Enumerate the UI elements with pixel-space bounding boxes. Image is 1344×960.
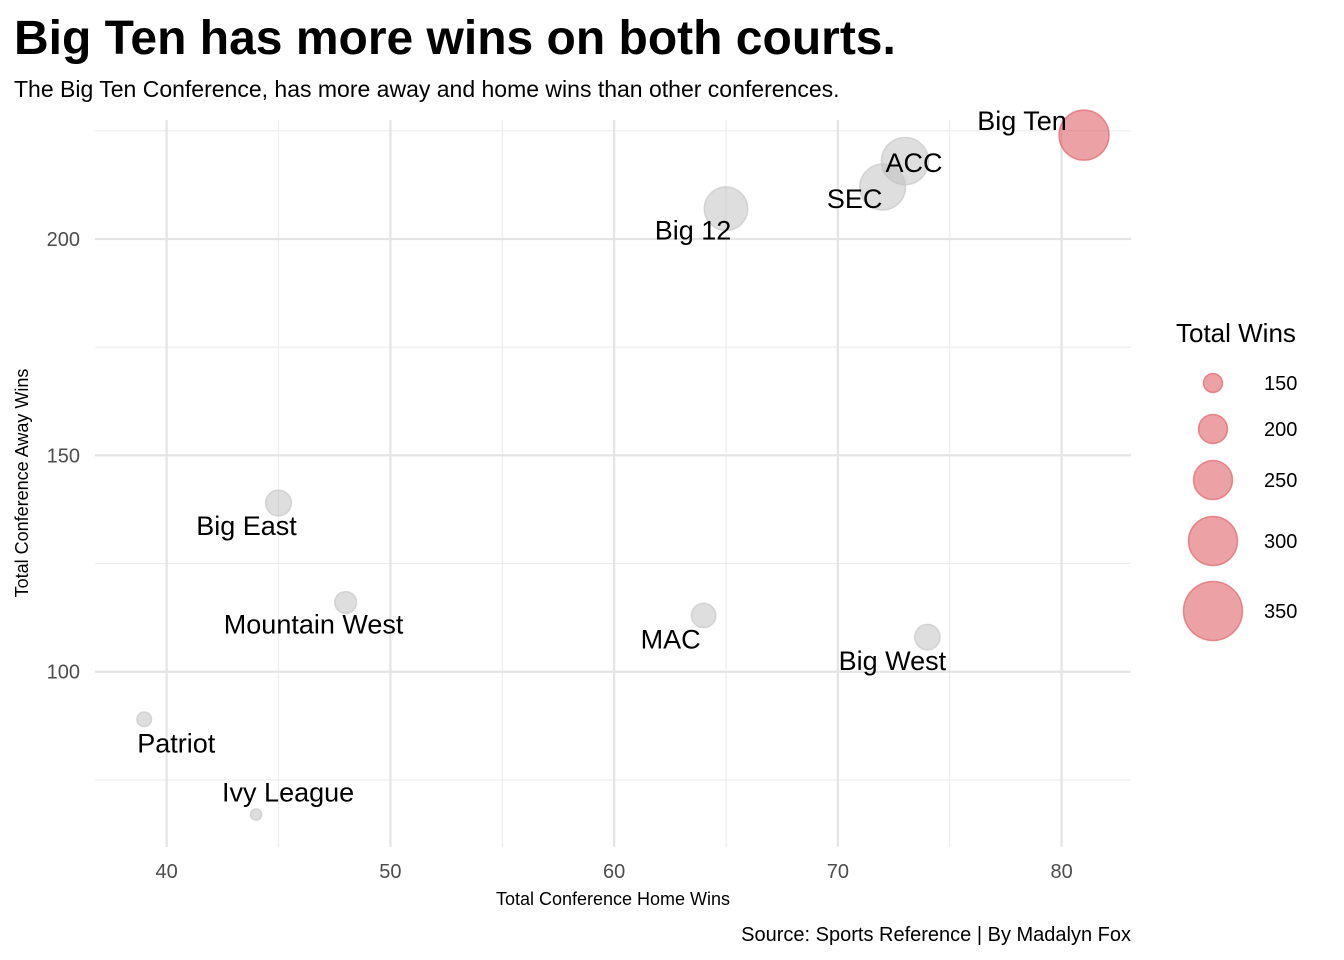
y-tick-label: 150 [47, 445, 80, 467]
bubble [858, 163, 907, 211]
legend-title: Total Wins [1176, 318, 1296, 348]
x-tick-label: 40 [155, 861, 177, 883]
y-tick-label: 100 [47, 662, 80, 684]
point-label: Mountain West [224, 610, 404, 640]
y-tick-label: 200 [47, 229, 80, 251]
legend-label: 300 [1264, 531, 1297, 553]
bubble [333, 590, 358, 615]
point-label: Big East [196, 511, 297, 541]
size-legend: Total Wins 150 200 250 300 350 [1176, 318, 1297, 642]
bubble [703, 186, 749, 232]
legend-bubble [1202, 372, 1224, 394]
x-tick-label: 80 [1051, 861, 1073, 883]
point-label: Big 12 [655, 216, 732, 246]
y-axis-ticks: 100 150 200 [47, 229, 80, 684]
legend-bubble [1187, 515, 1239, 567]
legend-label: 200 [1264, 419, 1297, 441]
legend-bubble [1192, 459, 1234, 501]
point-label: MAC [641, 624, 701, 654]
legend-bubble [1197, 413, 1229, 445]
bubble [913, 623, 941, 651]
point-label: Ivy League [222, 778, 354, 808]
y-axis-label: Total Conference Away Wins [12, 369, 32, 598]
legend-label: 250 [1264, 470, 1297, 492]
chart-subtitle: The Big Ten Conference, has more away an… [14, 76, 840, 102]
legend-label: 150 [1264, 373, 1297, 395]
x-axis-label: Total Conference Home Wins [496, 889, 730, 909]
bubble [1058, 109, 1110, 161]
point-label: Big Ten [977, 106, 1067, 136]
legend-label: 350 [1264, 601, 1297, 623]
point-label: Big West [839, 646, 947, 676]
x-axis-ticks: 40 50 60 70 80 [155, 861, 1072, 883]
x-tick-label: 70 [827, 861, 849, 883]
minor-gridlines [95, 120, 1131, 847]
major-gridlines [95, 120, 1131, 847]
chart-title: Big Ten has more wins on both courts. [14, 12, 896, 65]
bubble [249, 808, 263, 821]
point-label: SEC [827, 184, 883, 214]
x-tick-label: 60 [603, 861, 625, 883]
bubbles [136, 109, 1110, 821]
bubble [136, 711, 153, 728]
point-label: Patriot [137, 728, 216, 758]
chart-caption: Source: Sports Reference | By Madalyn Fo… [741, 924, 1131, 946]
bubble [690, 602, 717, 629]
bubble [264, 489, 293, 517]
point-label: ACC [885, 148, 942, 178]
legend-bubble [1182, 580, 1244, 642]
x-tick-label: 50 [379, 861, 401, 883]
